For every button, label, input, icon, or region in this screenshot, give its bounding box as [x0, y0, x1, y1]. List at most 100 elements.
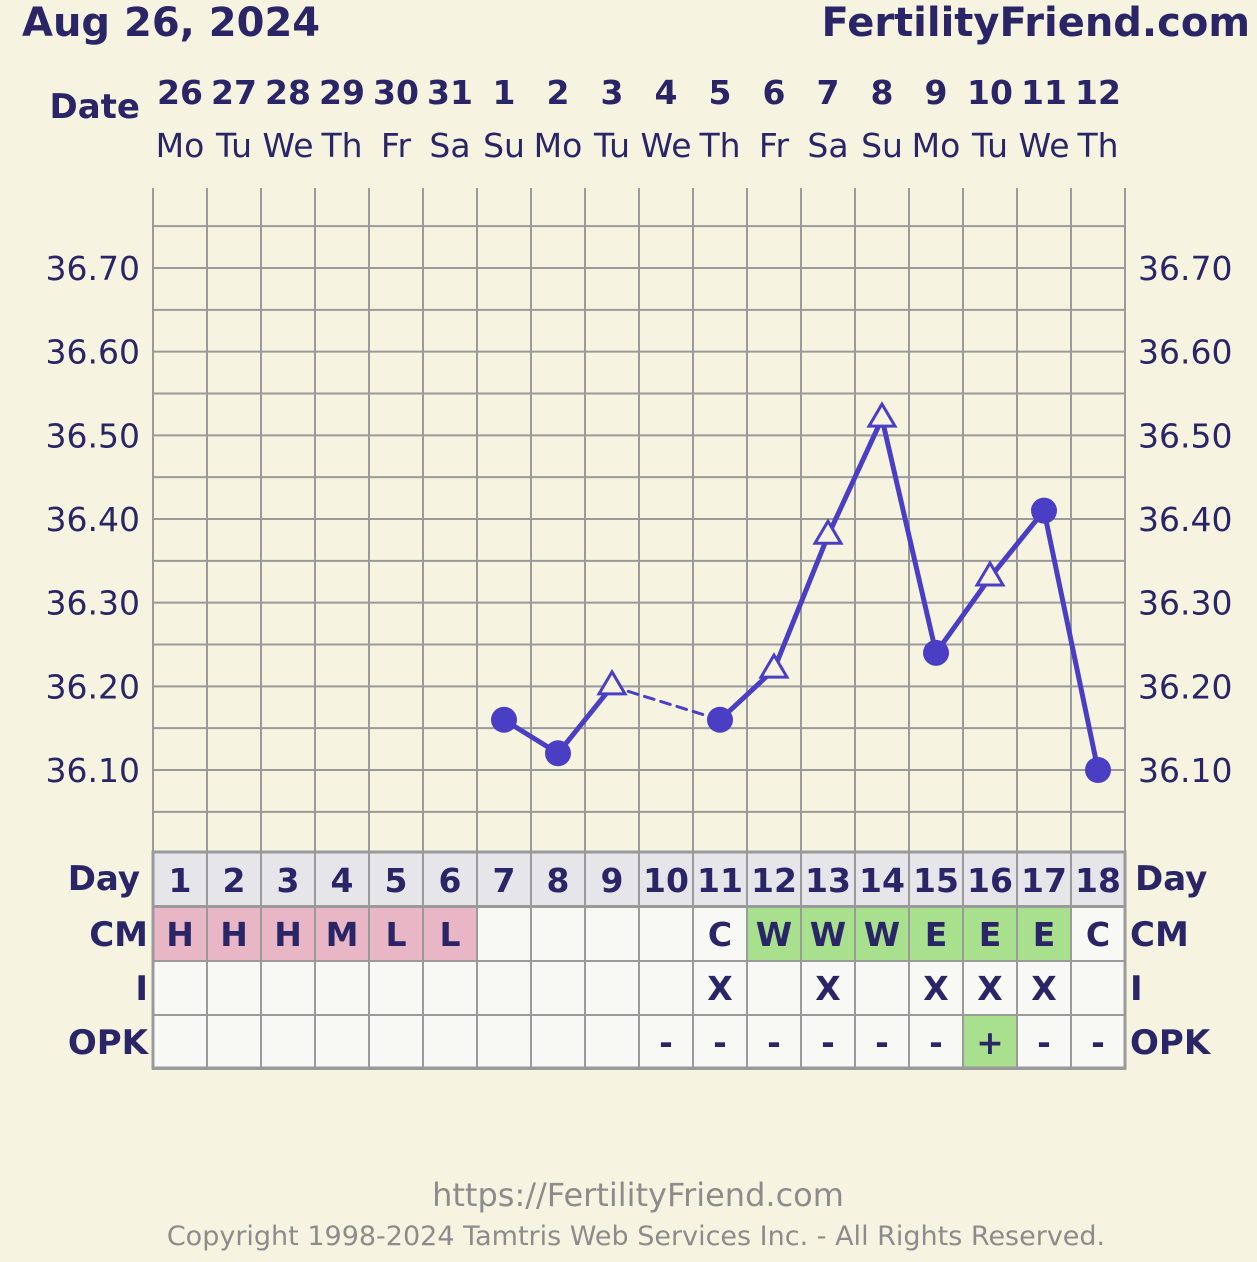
temperature-grid: [152, 188, 1126, 852]
intercourse-row-label-right: I: [1130, 969, 1143, 1009]
temperature-point: [1085, 757, 1111, 783]
opk-row-label-left: OPK: [68, 1023, 150, 1063]
cm-cell: [638, 906, 694, 962]
site-name: FertilityFriend.com: [821, 0, 1250, 46]
opk-value: -: [1091, 1023, 1105, 1062]
intercourse-cell: [206, 960, 262, 1016]
intercourse-cell: [692, 960, 748, 1016]
opk-value: -: [767, 1023, 781, 1062]
date-label: 4: [655, 73, 678, 112]
rows-border: [151, 850, 1127, 1070]
temperature-point: [491, 706, 517, 733]
weekday-label: Tu: [971, 126, 1008, 165]
opk-cell: [1070, 1014, 1126, 1070]
series-segment-dashed: [610, 684, 722, 722]
day-cell: [206, 851, 262, 907]
y-tick-label: 36.20: [46, 667, 140, 706]
y-axis-right: 36.70 36.60 36.50 36.40 36.30 36.20 36.10: [1138, 249, 1232, 790]
cm-cell: [530, 906, 586, 962]
series-segment: [771, 533, 831, 673]
y-tick-label: 36.20: [1138, 667, 1232, 706]
day-cell: [530, 851, 586, 907]
date-columns: 26Mo27Tu28We29Th30Fr31Sa1Su2Mo3Tu4We5Th6…: [156, 73, 1121, 165]
temperature-series: [491, 401, 1111, 783]
opk-cell: [800, 1014, 856, 1070]
weekday-label: Su: [483, 126, 525, 165]
cycle-day-label: 16: [967, 861, 1013, 900]
opk-cell: [638, 1014, 694, 1070]
cycle-day-label: 10: [643, 861, 689, 900]
series-segment: [933, 575, 993, 656]
day-row-label-right: Day: [1135, 859, 1207, 899]
opk-row-label-right: OPK: [1130, 1023, 1212, 1063]
opk-value: -: [821, 1023, 835, 1062]
date-label: 28: [265, 73, 311, 112]
cycle-day-label: 7: [493, 861, 516, 900]
temperature-point-triangle: [596, 668, 628, 696]
cm-cell: [476, 906, 532, 962]
intercourse-cell: [152, 960, 208, 1016]
y-tick-label: 36.50: [1138, 416, 1232, 455]
weekday-label: Sa: [807, 126, 848, 165]
y-tick-label: 36.70: [1138, 249, 1232, 288]
weekday-label: Tu: [593, 126, 630, 165]
opk-cell: [746, 1014, 802, 1070]
opk-cell: [152, 1014, 208, 1070]
cm-value: C: [1086, 915, 1110, 954]
cycle-day-label: 1: [169, 861, 192, 900]
weekday-label: Sa: [429, 126, 470, 165]
weekday-label: Th: [1076, 126, 1118, 165]
y-tick-label: 36.30: [1138, 584, 1232, 623]
cm-value: E: [1033, 915, 1056, 954]
date-label: 6: [763, 73, 786, 112]
date-row-label: Date: [50, 87, 140, 127]
day-row-label-left: Day: [68, 859, 140, 899]
cm-cell: [1016, 906, 1072, 962]
date-label: 12: [1075, 73, 1121, 112]
cycle-day-label: 4: [331, 861, 354, 900]
date-label: 7: [817, 73, 840, 112]
y-axis-left: 36.70 36.60 36.50 36.40 36.30 36.20 36.10: [46, 249, 140, 790]
intercourse-cell: [368, 960, 424, 1016]
cm-cell: [584, 906, 640, 962]
cm-cell: [746, 906, 802, 962]
intercourse-cell: [476, 960, 532, 1016]
temperature-point: [1031, 497, 1057, 524]
weekday-label: Th: [320, 126, 362, 165]
temperature-point-triangle: [812, 518, 844, 545]
weekday-label: Fr: [381, 126, 412, 165]
y-tick-label: 36.30: [46, 584, 140, 623]
opk-cell: [368, 1014, 424, 1070]
cm-value: W: [810, 915, 846, 954]
cm-value: E: [979, 915, 1002, 954]
cm-value: H: [166, 915, 194, 954]
date-label: 3: [601, 73, 624, 112]
opk-cell: [584, 1014, 640, 1070]
intercourse-cell: [854, 960, 910, 1016]
cm-value: W: [756, 915, 792, 954]
cycle-day-label: 11: [697, 861, 743, 900]
opk-cell: [962, 1014, 1018, 1070]
cycle-day-label: 18: [1075, 861, 1121, 900]
footer-copyright: Copyright 1998-2024 Tamtris Web Services…: [167, 1221, 1105, 1252]
temperature-point: [923, 639, 949, 666]
opk-cell: [206, 1014, 262, 1070]
series-segment: [879, 416, 939, 656]
cm-row-label-right: CM: [1130, 915, 1189, 955]
date-label: 31: [427, 73, 473, 112]
opk-value: -: [1037, 1023, 1051, 1062]
intercourse-cell: [1070, 960, 1126, 1016]
observation-rows: 1 2 3 4 5 6 7 8 9 10 11 12 13 14 15 16 17 18H H H M L L C W W W E E E…: [151, 850, 1127, 1070]
temperature-point: [545, 740, 571, 767]
temperature-point-triangle: [866, 401, 898, 428]
y-tick-label: 36.10: [46, 751, 140, 790]
date-label: 27: [211, 73, 257, 112]
cm-cell: [368, 906, 424, 962]
cm-value: M: [326, 915, 359, 954]
intercourse-cell: [530, 960, 586, 1016]
series-segment: [987, 508, 1047, 581]
cm-cell: [908, 906, 964, 962]
weekday-label: Su: [861, 126, 903, 165]
opk-cell: [1016, 1014, 1072, 1070]
weekday-label: Mo: [912, 126, 961, 165]
